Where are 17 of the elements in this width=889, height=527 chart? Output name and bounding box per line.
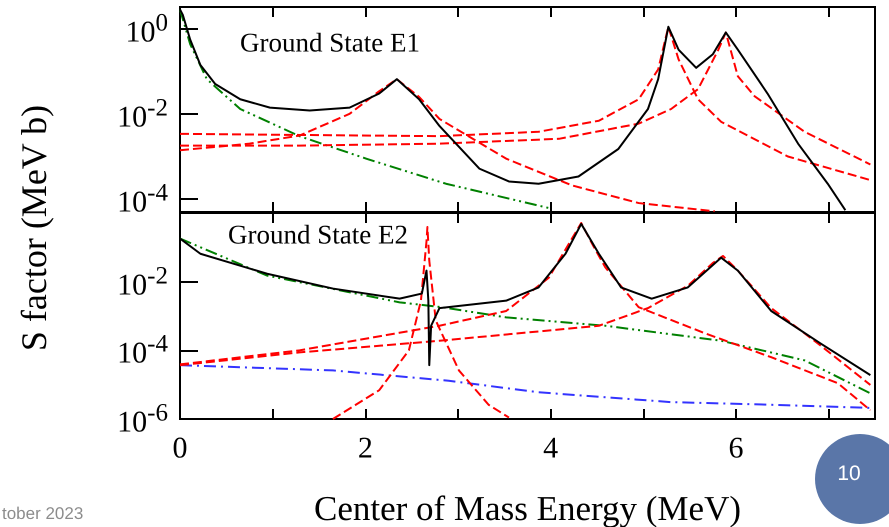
y-tick-label: 10$^{0}$	[126, 9, 168, 48]
x-tick-label: 4	[543, 432, 558, 464]
y-tick-label: 10$^{-4}$	[117, 330, 168, 370]
circle-badge: 10	[815, 434, 889, 524]
line-series	[179, 8, 550, 210]
x-tick-label: 6	[728, 432, 744, 464]
y-tick-label: 10$^{-2}$	[117, 262, 168, 302]
y-tick-label: 10$^{-4}$	[117, 180, 168, 219]
y-tick-label: 10$^{-2}$	[117, 94, 168, 134]
y-tick-label: 10$^{-6}$	[117, 400, 168, 438]
x-tick-label: 2	[358, 432, 373, 464]
annotation: Ground State E2	[228, 220, 408, 250]
text: tober 2023	[2, 504, 84, 524]
y-axis-title: S factor (MeV b)	[14, 104, 54, 352]
line-series	[179, 222, 872, 376]
x-tick-label: 0	[172, 432, 188, 464]
annotation: Ground State E1	[240, 28, 420, 58]
